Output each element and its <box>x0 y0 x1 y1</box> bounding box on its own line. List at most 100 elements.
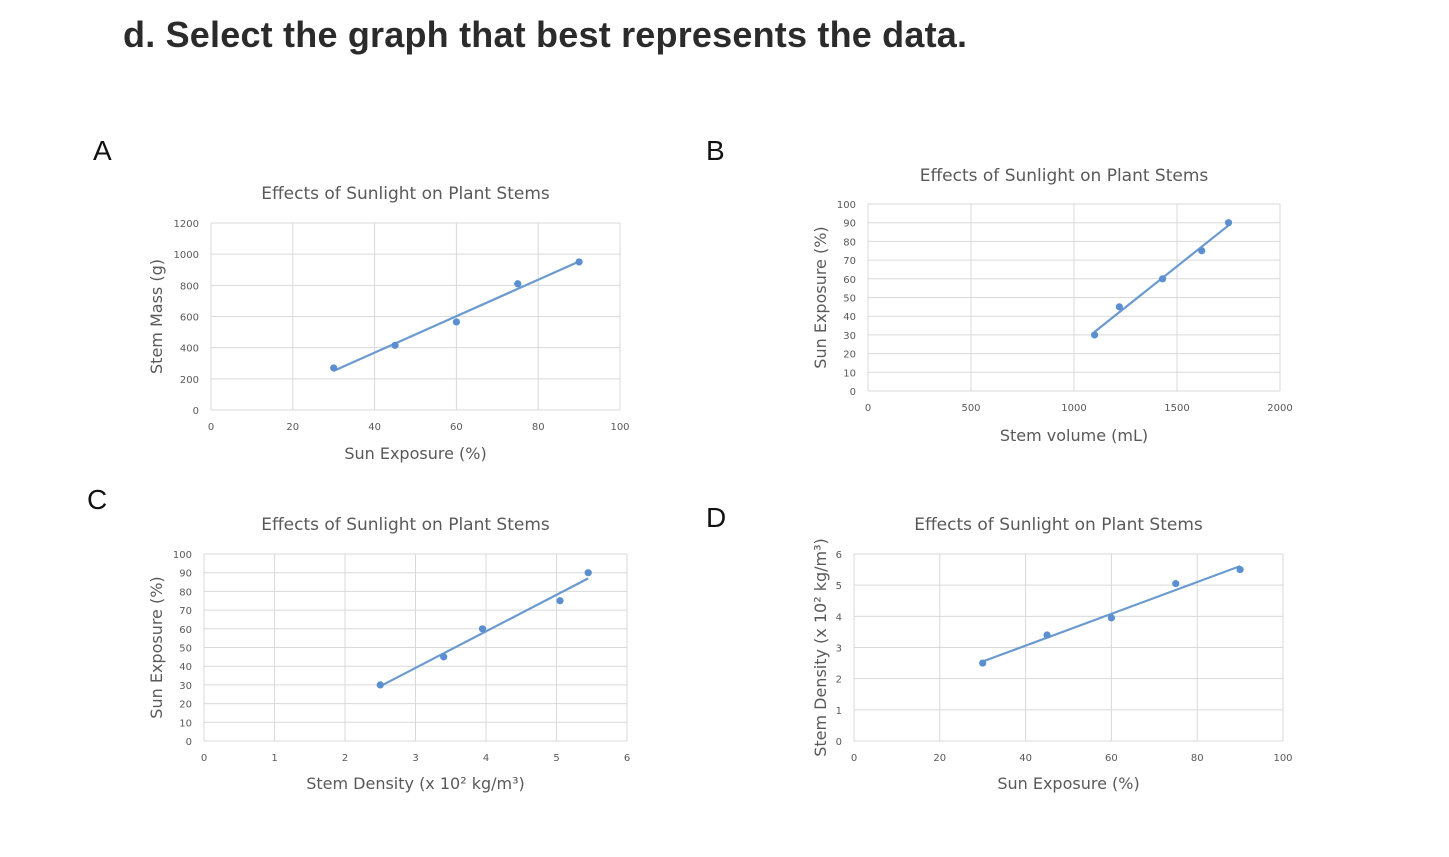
data-point <box>376 681 384 689</box>
y-tick-label: 600 <box>180 313 199 324</box>
data-point <box>1236 565 1244 574</box>
y-tick-label: 30 <box>179 681 192 692</box>
x-tick-label: 0 <box>865 403 871 414</box>
y-axis-label: Stem Mass (g) <box>147 259 166 374</box>
y-tick-label: 1200 <box>174 219 199 230</box>
y-tick-label: 90 <box>179 569 192 580</box>
x-tick-label: 20 <box>933 753 946 764</box>
x-tick-label: 40 <box>1019 753 1032 764</box>
y-tick-label: 40 <box>179 662 192 673</box>
y-tick-label: 2 <box>836 675 842 686</box>
data-point <box>556 597 564 605</box>
option-letter-d[interactable]: D <box>706 502 727 533</box>
gridlines <box>203 553 628 742</box>
y-tick-label: 20 <box>179 700 192 711</box>
data-point <box>1172 580 1180 588</box>
y-tick-label: 10 <box>179 718 192 729</box>
x-tick-label: 1500 <box>1164 403 1189 414</box>
y-tick-label: 80 <box>843 237 856 248</box>
x-tick-label: 100 <box>1273 753 1292 764</box>
gridlines <box>853 553 1284 742</box>
y-tick-label: 800 <box>180 281 199 292</box>
y-tick-label: 60 <box>179 625 192 636</box>
y-tick-label: 10 <box>843 368 856 379</box>
y-tick-label: 1000 <box>174 250 199 261</box>
y-tick-label: 3 <box>836 644 842 655</box>
x-axis-label: Stem volume (mL) <box>1000 426 1148 445</box>
x-axis-label: Sun Exposure (%) <box>344 444 486 463</box>
trendline <box>333 260 580 372</box>
data-point <box>391 341 399 349</box>
chart-title: Effects of Sunlight on Plant Stems <box>920 166 1209 186</box>
x-tick-label: 60 <box>450 422 463 433</box>
x-tick-label: 500 <box>961 403 980 414</box>
gridlines <box>867 203 1281 392</box>
x-tick-label: 4 <box>483 753 489 764</box>
chart-title: Effects of Sunlight on Plant Stems <box>261 515 550 535</box>
data-point <box>979 659 987 667</box>
y-tick-label: 70 <box>843 256 856 267</box>
data-point <box>1198 247 1206 255</box>
y-tick-label: 70 <box>179 606 192 617</box>
option-letter-a[interactable]: A <box>93 135 112 166</box>
y-tick-label: 0 <box>186 737 192 748</box>
x-tick-label: 1000 <box>1061 403 1086 414</box>
option-letter-b[interactable]: B <box>706 135 725 166</box>
data-point <box>575 258 583 266</box>
x-tick-label: 3 <box>412 753 418 764</box>
y-tick-label: 200 <box>180 375 199 386</box>
y-tick-label: 100 <box>837 200 856 211</box>
y-tick-label: 0 <box>850 387 856 398</box>
trendline <box>982 565 1241 663</box>
y-axis-label: Sun Exposure (%) <box>147 576 166 718</box>
question-heading: d. Select the graph that best represents… <box>123 14 968 55</box>
data-point <box>1107 614 1115 622</box>
x-tick-label: 80 <box>532 422 545 433</box>
x-tick-label: 0 <box>201 753 207 764</box>
data-point <box>478 625 487 633</box>
y-tick-label: 30 <box>843 331 856 342</box>
data-point <box>1091 331 1099 339</box>
y-tick-label: 100 <box>173 550 192 561</box>
x-tick-label: 5 <box>553 753 559 764</box>
data-point <box>1115 303 1123 311</box>
x-tick-label: 2 <box>342 753 348 764</box>
y-tick-label: 0 <box>193 406 199 417</box>
data-point <box>584 569 592 577</box>
x-tick-label: 80 <box>1191 753 1204 764</box>
x-tick-label: 2000 <box>1267 403 1292 414</box>
y-tick-label: 60 <box>843 275 856 286</box>
data-point <box>440 653 448 661</box>
x-tick-label: 60 <box>1105 753 1118 764</box>
y-axis-label: Sun Exposure (%) <box>811 226 830 368</box>
chart-title: Effects of Sunlight on Plant Stems <box>914 515 1203 535</box>
y-tick-label: 4 <box>836 612 842 623</box>
y-tick-label: 50 <box>179 644 192 655</box>
y-tick-label: 40 <box>843 312 856 323</box>
x-tick-label: 0 <box>851 753 857 764</box>
x-tick-label: 6 <box>624 753 630 764</box>
y-tick-label: 90 <box>843 219 856 230</box>
x-axis-label: Stem Density (x 10² kg/m³) <box>306 774 525 793</box>
y-tick-label: 0 <box>836 737 842 748</box>
y-tick-label: 5 <box>836 581 842 592</box>
x-tick-label: 100 <box>610 422 629 433</box>
chart-title: Effects of Sunlight on Plant Stems <box>261 184 550 204</box>
x-tick-label: 0 <box>208 422 214 433</box>
data-point <box>1043 631 1051 639</box>
y-tick-label: 1 <box>836 706 842 717</box>
trendline <box>379 577 589 688</box>
option-letter-c[interactable]: C <box>87 484 108 515</box>
data-point <box>1224 219 1233 227</box>
y-tick-label: 6 <box>836 550 842 561</box>
y-tick-label: 80 <box>179 587 192 598</box>
data-point <box>330 364 338 372</box>
x-tick-label: 1 <box>271 753 277 764</box>
gridlines <box>210 222 621 411</box>
data-point <box>452 318 460 326</box>
x-axis-label: Sun Exposure (%) <box>997 774 1139 793</box>
